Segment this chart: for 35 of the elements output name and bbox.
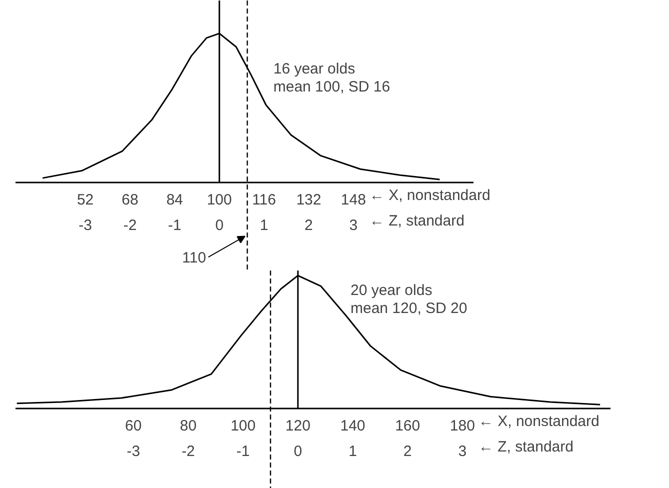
annotation: 16 year olds mean 100, SD 16 <box>273 60 390 96</box>
x2-tick-label: 2 <box>403 442 412 460</box>
text: ← Z, standard <box>478 438 574 456</box>
x2-tick-label: 1 <box>260 216 268 234</box>
x2-tick-label: -3 <box>126 442 140 460</box>
x2-tick-label: 3 <box>349 216 358 234</box>
annotation: 20 year olds mean 120, SD 20 <box>350 282 468 318</box>
ref-line-label: 110 <box>182 250 206 267</box>
x-tick-label: 84 <box>166 192 184 209</box>
x2-tick-label: -2 <box>123 216 137 234</box>
text: ← X, nonstandard <box>369 187 490 204</box>
x2-tick-label: 0 <box>294 442 302 460</box>
x2-tick-label: 3 <box>458 442 467 460</box>
x-tick-label: 120 <box>285 418 310 435</box>
x-tick-label: 160 <box>395 418 420 435</box>
x-tick-label: 140 <box>340 418 366 435</box>
x2-tick-label: -2 <box>182 442 195 460</box>
x2-tick-label: 1 <box>348 442 357 460</box>
text: ← Z, standard <box>369 212 464 230</box>
x-tick-label: 52 <box>76 192 94 209</box>
x-tick-label: 116 <box>252 192 276 209</box>
x-tick-label: 100 <box>230 418 256 435</box>
x-tick-label: 68 <box>122 192 138 209</box>
x-tick-label: 132 <box>296 192 322 209</box>
x-tick-label: 148 <box>340 192 366 209</box>
text: ← X, nonstandard <box>478 413 600 430</box>
x-tick-label: 100 <box>206 192 232 209</box>
x-tick-label: 80 <box>180 418 197 435</box>
x2-tick-label: 2 <box>304 216 313 234</box>
x2-tick-label: -1 <box>168 216 182 234</box>
x2-tick-label: -3 <box>78 216 92 234</box>
x2-tick-label: 0 <box>215 216 224 234</box>
x2-tick-label: -1 <box>236 442 250 460</box>
x-tick-label: 60 <box>125 418 142 435</box>
x-tick-label: 180 <box>450 418 475 435</box>
